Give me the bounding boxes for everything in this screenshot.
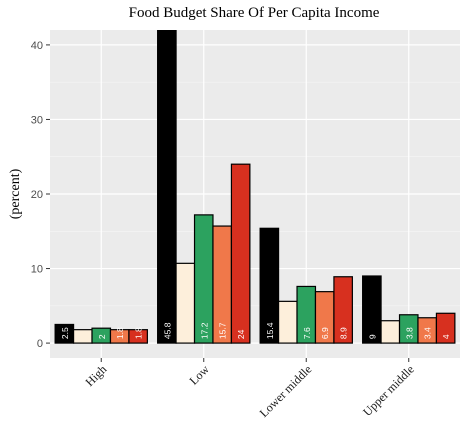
bar <box>435 312 456 344</box>
bar <box>157 30 177 344</box>
bar <box>259 227 280 344</box>
bar <box>333 276 353 344</box>
bar <box>72 329 93 344</box>
x-tick-label: Lower middle <box>257 362 315 420</box>
data-label: 17.2 <box>199 322 209 339</box>
data-labels: 2.5 45.8 15.4 9 2 17.2 7.6 3.8 1.8 15.7 6.9 3.4 1.8 2… <box>60 322 451 339</box>
data-label: 1.8 <box>115 327 125 339</box>
data-label: 3.8 <box>404 327 414 339</box>
y-tick-label: 40 <box>31 40 43 52</box>
data-label: 45.8 <box>162 322 172 339</box>
data-label: 1.8 <box>134 327 144 339</box>
data-label: 15.7 <box>218 322 228 339</box>
data-label: 7.6 <box>302 327 312 339</box>
x-axis: High Low Lower middle Upper middle <box>83 358 417 420</box>
y-tick-label: 10 <box>31 264 43 276</box>
y-axis: 0 10 20 30 40 <box>31 40 50 350</box>
x-tick-label: Upper middle <box>360 362 417 419</box>
data-label: 15.4 <box>265 322 275 339</box>
y-tick-label: 30 <box>31 114 43 126</box>
x-tick-label: Low <box>186 362 212 388</box>
data-label: 8.9 <box>339 327 349 339</box>
bar <box>128 329 148 344</box>
data-label: 4 <box>441 334 451 339</box>
data-label: 6.9 <box>320 327 330 339</box>
bar <box>230 163 251 344</box>
bars <box>54 30 456 344</box>
chart-title: Food Budget Share Of Per Capita Income <box>129 5 380 21</box>
data-label: 2.5 <box>60 327 70 339</box>
bar <box>362 275 382 344</box>
data-label: 2 <box>97 334 107 339</box>
data-label: 3.4 <box>423 327 433 339</box>
bar <box>175 262 196 344</box>
y-tick-label: 0 <box>37 338 43 350</box>
bar <box>277 300 298 344</box>
y-tick-label: 20 <box>31 189 43 201</box>
bar <box>380 320 401 344</box>
x-tick-label: High <box>83 362 110 389</box>
data-label: 24 <box>236 329 246 339</box>
data-label: 9 <box>367 334 377 339</box>
y-axis-label: (percent) <box>8 168 23 219</box>
